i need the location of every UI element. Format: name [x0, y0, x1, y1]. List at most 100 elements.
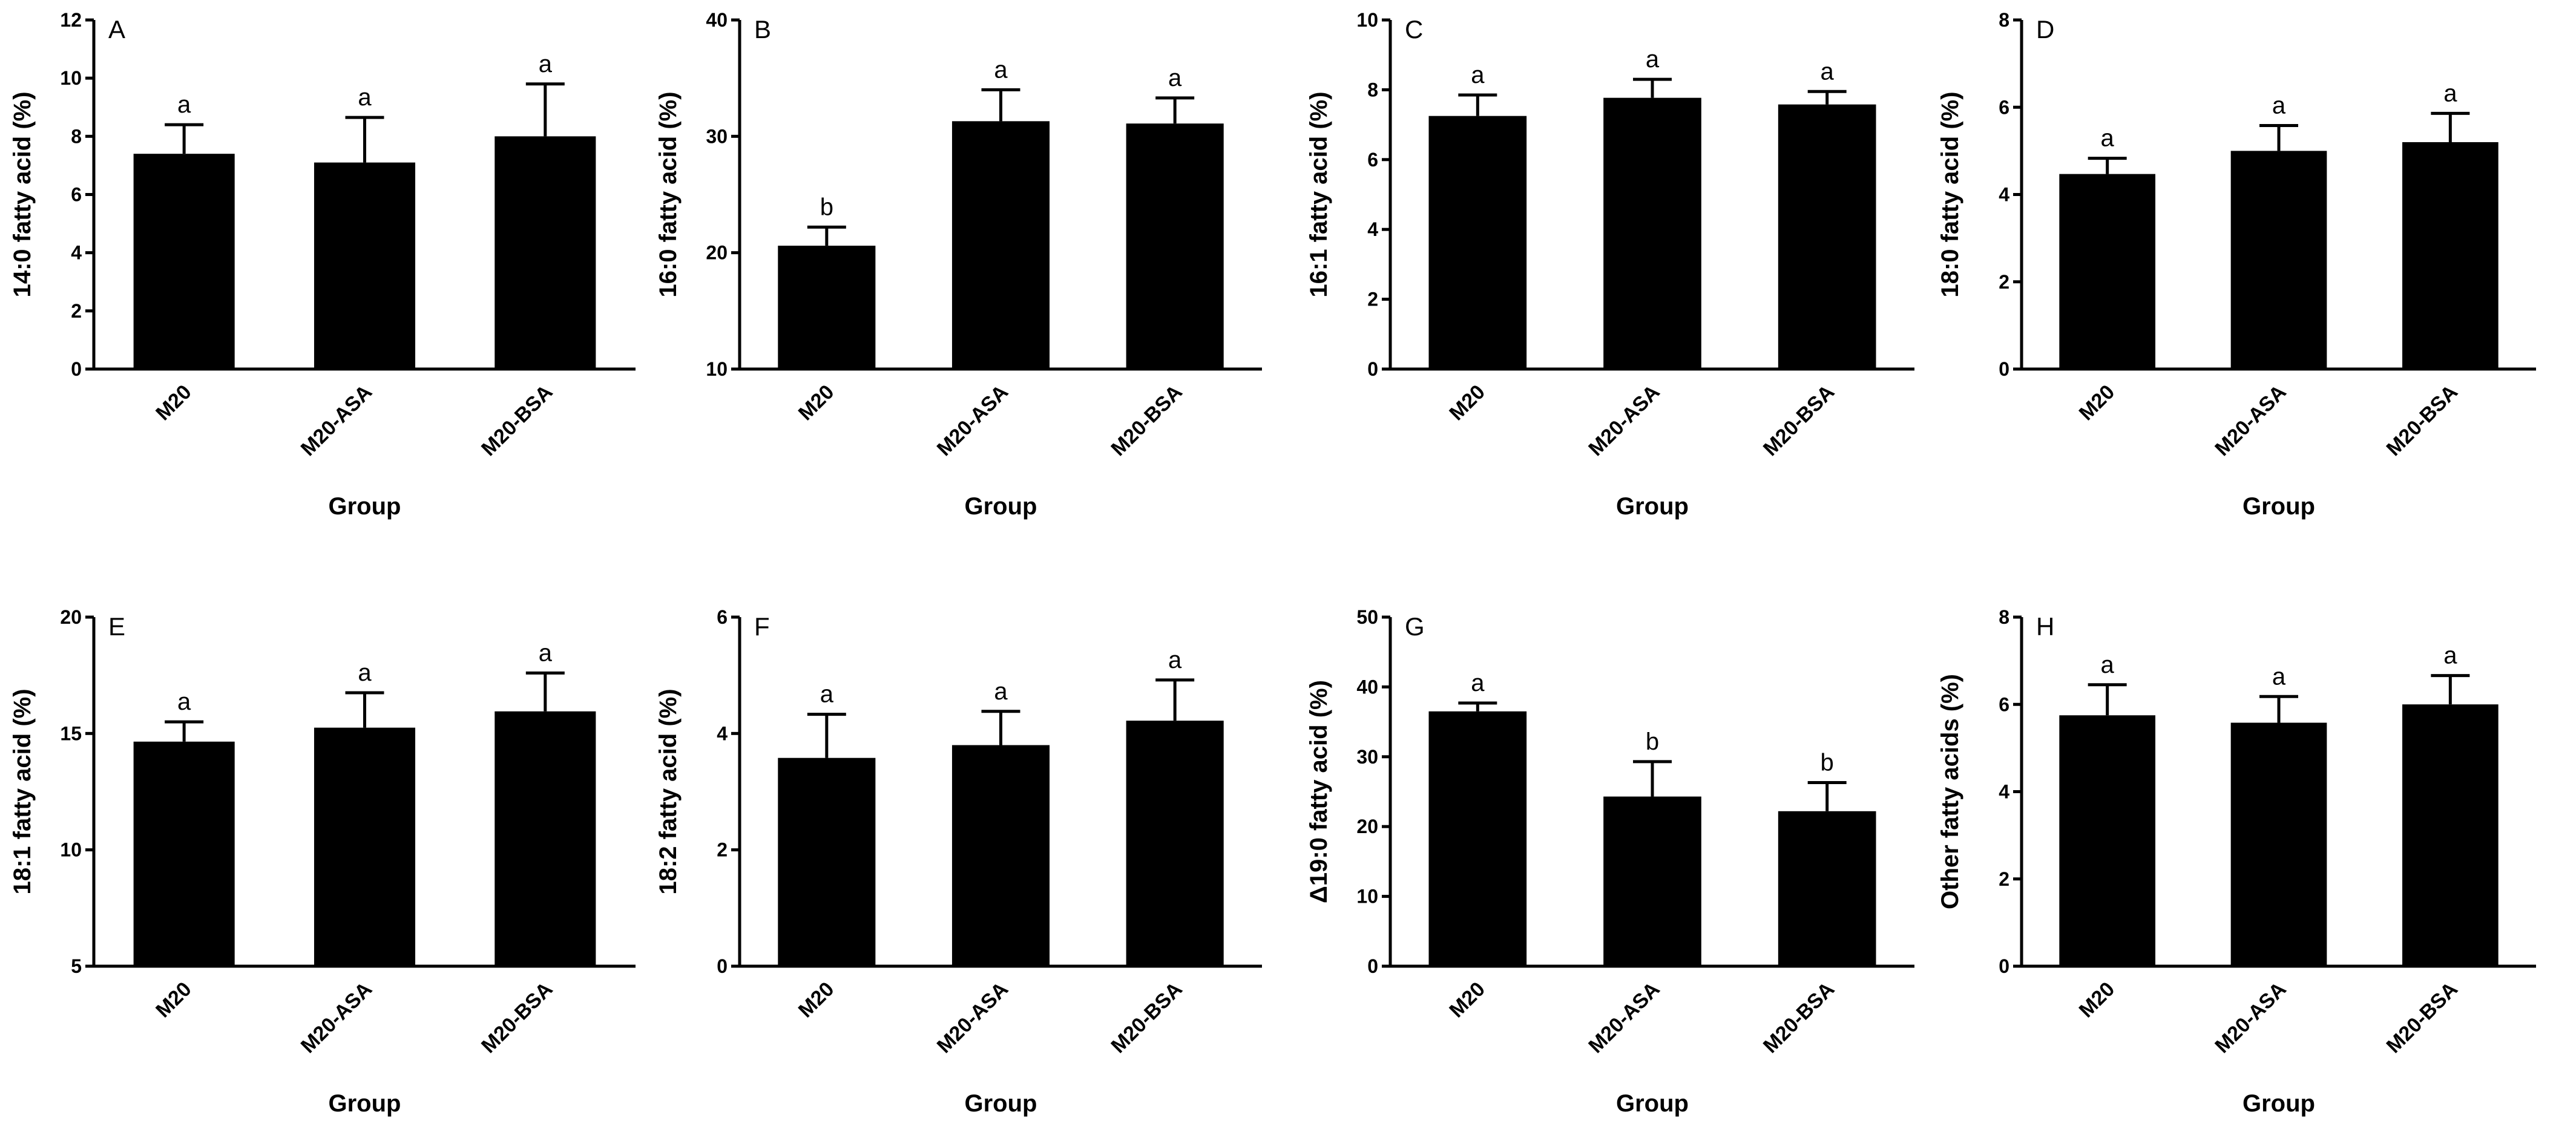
significance-letter: a: [539, 51, 553, 77]
significance-letter: a: [2443, 643, 2457, 669]
significance-letter: a: [2272, 663, 2286, 690]
y-tick-label: 6: [1999, 96, 2009, 118]
significance-letter: a: [177, 91, 191, 118]
y-tick-label: 8: [1999, 9, 2009, 31]
x-tick-label: M20-BSA: [477, 381, 557, 460]
x-tick-label: M20-ASA: [1584, 381, 1664, 460]
bar-m20-bsa: [2402, 142, 2499, 369]
y-tick-label: 4: [1367, 218, 1378, 240]
y-axis-title: 16:0 fatty acid (%): [655, 91, 682, 297]
x-tick-label: M20: [1445, 978, 1490, 1022]
x-axis-title: Group: [1616, 493, 1689, 520]
x-axis-title: Group: [965, 493, 1037, 520]
significance-letter: b: [820, 194, 833, 220]
y-tick-label: 12: [60, 9, 82, 31]
significance-letter: a: [2272, 93, 2286, 119]
significance-letter: a: [539, 639, 553, 666]
bar-m20-asa: [1603, 97, 1701, 369]
panel-letter: E: [108, 612, 125, 641]
y-tick-label: 6: [717, 606, 728, 628]
x-axis-title: Group: [329, 493, 401, 520]
x-tick-label: M20: [2075, 381, 2120, 425]
y-tick-label: 5: [71, 955, 82, 977]
x-tick-label: M20: [151, 381, 196, 425]
x-tick-label: M20: [2075, 978, 2120, 1022]
significance-letter: a: [2101, 125, 2115, 152]
x-tick-label: M20-ASA: [933, 381, 1013, 460]
significance-letter: a: [358, 659, 372, 686]
panel-letter: B: [754, 15, 771, 44]
significance-letter: a: [1646, 46, 1660, 73]
significance-letter: b: [1821, 749, 1834, 776]
x-tick-label: M20-ASA: [1584, 978, 1664, 1058]
bar-m20: [2059, 715, 2155, 966]
panel-letter: F: [754, 612, 770, 641]
y-axis-title: 14:0 fatty acid (%): [9, 91, 36, 297]
panel-letter: H: [2036, 612, 2054, 641]
y-axis-title: 18:2 fatty acid (%): [655, 689, 682, 894]
panel-f: 0 2 4 6 18:2 fatty acid (%) Fa M20 a M20-ASA a M20…: [655, 606, 1262, 1117]
y-tick-label: 10: [60, 839, 82, 861]
bar-m20-asa: [314, 162, 416, 369]
bar-m20: [778, 757, 876, 966]
y-tick-label: 6: [1367, 149, 1378, 171]
significance-letter: a: [2443, 80, 2457, 106]
y-tick-label: 0: [1367, 955, 1378, 977]
bar-m20-bsa: [494, 711, 596, 966]
x-tick-label: M20-BSA: [1759, 978, 1839, 1058]
bar-m20-asa: [314, 727, 416, 966]
bar-m20: [133, 741, 235, 966]
y-tick-label: 40: [1356, 676, 1378, 698]
y-axis-title: 18:0 fatty acid (%): [1937, 91, 1963, 297]
significance-letter: a: [358, 84, 372, 111]
bar-m20: [2059, 174, 2155, 369]
bar-m20-bsa: [1778, 104, 1876, 369]
y-tick-label: 0: [1367, 358, 1378, 380]
y-axis-title: Δ19:0 fatty acid (%): [1306, 680, 1332, 903]
x-tick-label: M20: [794, 381, 839, 425]
panel-letter: G: [1405, 612, 1425, 641]
y-tick-label: 30: [1356, 746, 1378, 768]
y-tick-label: 6: [1999, 693, 2009, 715]
x-axis-title: Group: [965, 1090, 1037, 1117]
y-tick-label: 15: [60, 722, 82, 744]
bar-m20-asa: [951, 745, 1050, 966]
x-axis-title: Group: [2242, 1090, 2315, 1117]
significance-letter: a: [1168, 647, 1182, 673]
x-axis-title: Group: [1616, 1090, 1689, 1117]
y-tick-label: 4: [1999, 781, 2009, 803]
y-tick-label: 20: [60, 606, 82, 628]
y-tick-label: 4: [717, 722, 728, 744]
x-tick-label: M20-BSA: [2382, 978, 2462, 1058]
y-tick-label: 0: [71, 358, 82, 380]
significance-letter: b: [1646, 728, 1659, 755]
bar-m20-bsa: [1126, 721, 1224, 966]
y-tick-label: 20: [1356, 816, 1378, 837]
x-tick-label: M20: [151, 978, 196, 1022]
x-tick-label: M20-BSA: [477, 978, 557, 1058]
x-tick-label: M20-ASA: [297, 381, 376, 460]
y-tick-label: 4: [71, 242, 82, 264]
significance-letter: a: [994, 678, 1008, 705]
bar-m20-bsa: [1778, 811, 1876, 966]
panel-h: 0 2 4 6 8 Other fatty acids (%) Ha M20 a M20-ASA a…: [1937, 606, 2536, 1117]
y-tick-label: 10: [1356, 9, 1378, 31]
panel-g: 0 10 20 30 40 50 Δ19:0 fatty acid (%) Ga M20 b M20…: [1306, 606, 1914, 1117]
significance-letter: a: [1471, 670, 1485, 696]
bar-m20-asa: [951, 121, 1050, 369]
y-tick-label: 40: [706, 9, 728, 31]
bar-m20-bsa: [494, 136, 596, 370]
significance-letter: a: [994, 56, 1008, 83]
bar-m20-asa: [2230, 722, 2327, 966]
panel-e: 5 10 15 20 18:1 fatty acid (%) Ea M20 a M20-ASA a…: [9, 606, 636, 1117]
y-tick-label: 10: [1356, 886, 1378, 908]
x-tick-label: M20: [1445, 381, 1490, 425]
y-axis-title: 18:1 fatty acid (%): [9, 689, 36, 894]
panel-letter: D: [2036, 15, 2054, 44]
bar-m20: [1428, 116, 1527, 370]
y-tick-label: 6: [71, 184, 82, 206]
y-tick-label: 10: [706, 358, 728, 380]
bar-m20: [1428, 711, 1527, 966]
panel-letter: A: [108, 15, 125, 44]
x-tick-label: M20-BSA: [2382, 381, 2462, 460]
